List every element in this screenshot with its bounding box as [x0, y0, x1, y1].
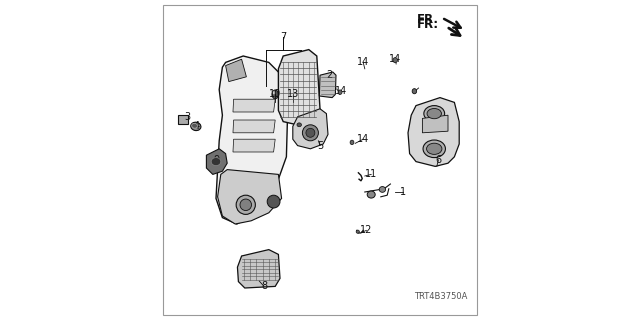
Text: 14: 14: [357, 57, 369, 68]
Polygon shape: [278, 50, 320, 126]
Polygon shape: [218, 170, 282, 224]
Ellipse shape: [424, 106, 445, 122]
Ellipse shape: [290, 92, 294, 98]
Text: 6: 6: [435, 155, 442, 165]
Polygon shape: [233, 139, 275, 152]
Ellipse shape: [367, 191, 375, 198]
Text: 5: 5: [317, 140, 323, 151]
Text: FR.: FR.: [417, 18, 438, 30]
Ellipse shape: [393, 58, 397, 63]
Circle shape: [306, 128, 315, 137]
Circle shape: [236, 195, 255, 214]
Text: 9: 9: [213, 155, 219, 165]
Polygon shape: [206, 149, 227, 174]
Text: 14: 14: [357, 134, 369, 144]
Polygon shape: [226, 59, 246, 82]
Ellipse shape: [350, 140, 354, 145]
Circle shape: [302, 125, 319, 141]
Ellipse shape: [211, 158, 221, 166]
Ellipse shape: [427, 143, 442, 155]
Ellipse shape: [272, 90, 278, 99]
Text: 14: 14: [389, 54, 401, 64]
Text: TRT4B3750A: TRT4B3750A: [414, 292, 467, 301]
Text: 2: 2: [326, 70, 333, 80]
Text: FR.: FR.: [417, 13, 438, 26]
Ellipse shape: [273, 91, 275, 94]
Text: 11: 11: [365, 169, 378, 180]
Polygon shape: [292, 109, 328, 149]
Circle shape: [240, 199, 252, 211]
Polygon shape: [408, 98, 460, 166]
Text: 4: 4: [194, 121, 200, 132]
Text: 13: 13: [287, 89, 299, 100]
Text: 8: 8: [261, 281, 267, 292]
Text: 12: 12: [360, 225, 372, 236]
Text: 10: 10: [269, 89, 282, 100]
Ellipse shape: [191, 122, 201, 131]
Polygon shape: [422, 115, 448, 133]
Polygon shape: [233, 120, 275, 133]
Polygon shape: [233, 99, 275, 112]
Ellipse shape: [379, 187, 385, 192]
Text: 14: 14: [335, 86, 347, 96]
Text: 3: 3: [184, 112, 190, 122]
Circle shape: [268, 195, 280, 208]
Text: 7: 7: [280, 32, 286, 42]
Ellipse shape: [192, 123, 197, 128]
FancyBboxPatch shape: [178, 115, 188, 124]
Ellipse shape: [423, 140, 445, 158]
Polygon shape: [237, 250, 280, 288]
Polygon shape: [216, 56, 288, 224]
Ellipse shape: [412, 89, 417, 94]
Ellipse shape: [356, 230, 360, 233]
Text: 1: 1: [400, 187, 406, 197]
Polygon shape: [319, 72, 336, 98]
Ellipse shape: [427, 108, 442, 119]
Ellipse shape: [338, 90, 342, 94]
Ellipse shape: [297, 123, 301, 127]
